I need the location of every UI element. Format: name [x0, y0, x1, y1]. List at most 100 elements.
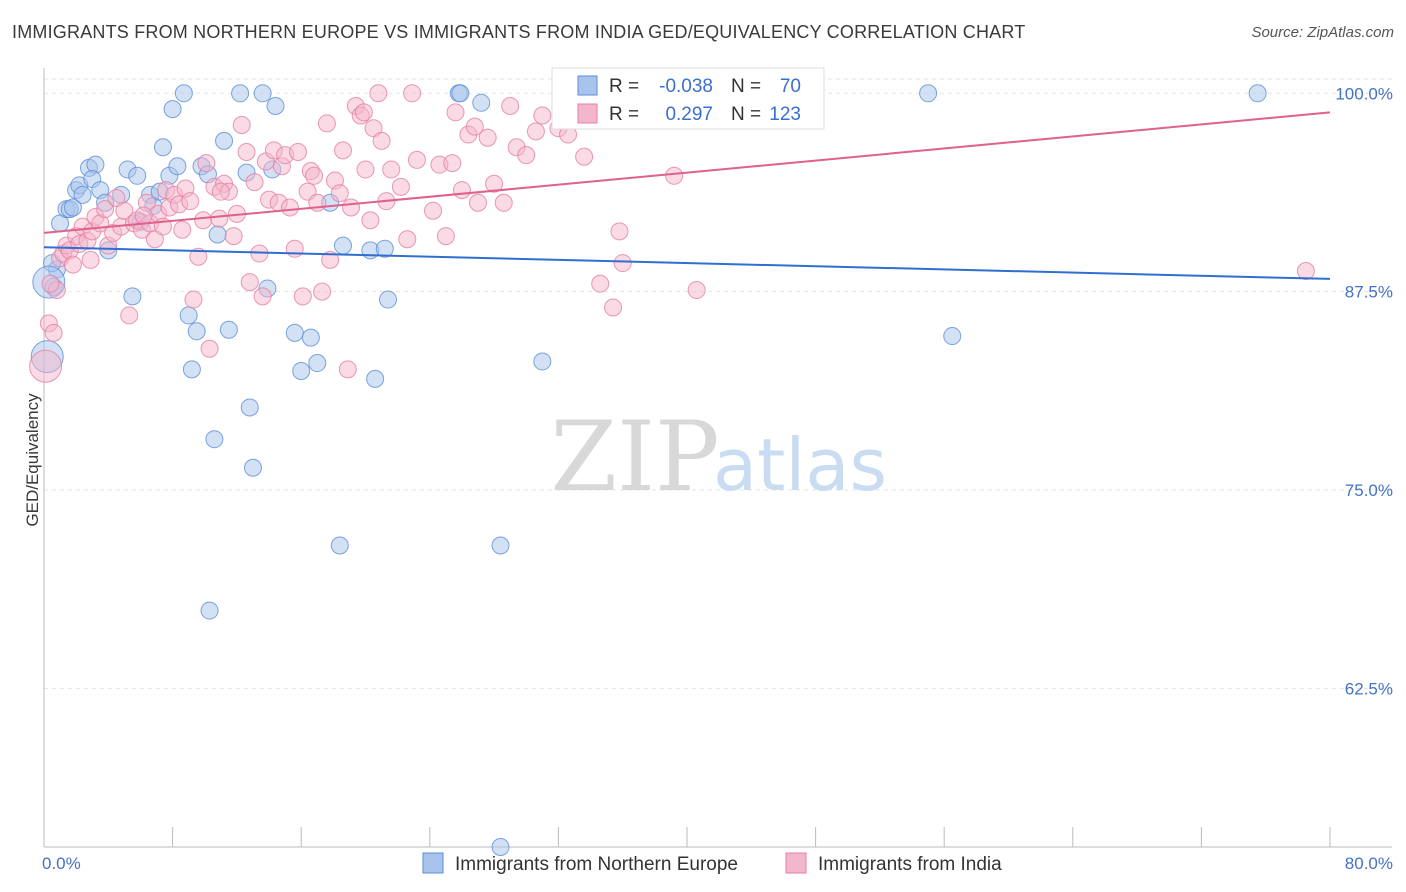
- point-s1-115: [41, 274, 60, 293]
- point-s1-86: [391, 177, 410, 196]
- point-s0-55: [366, 369, 385, 388]
- point-s0-47: [285, 323, 304, 342]
- y-tick-label-2: 87.5%: [1345, 283, 1393, 302]
- point-s1-85: [382, 160, 401, 179]
- point-s0-43: [253, 84, 272, 103]
- point-s0-41: [240, 398, 259, 417]
- point-s1-111: [613, 254, 632, 273]
- point-s0-46: [266, 96, 285, 115]
- point-s1-99: [494, 193, 513, 212]
- point-s1-114: [1296, 262, 1315, 280]
- watermark-zip: ZIP: [550, 401, 719, 513]
- point-s0-37: [215, 131, 234, 150]
- point-s1-38: [184, 290, 203, 309]
- point-s1-50: [237, 142, 256, 161]
- point-s0-56: [375, 239, 394, 258]
- legend-n-value-0: 70: [780, 76, 801, 97]
- point-s0-60: [472, 93, 491, 112]
- legend-n-label-1: N =: [731, 104, 761, 125]
- point-s0-50: [308, 354, 327, 373]
- point-s1-47: [224, 227, 243, 246]
- point-s1-61: [280, 198, 299, 217]
- point-s1-69: [313, 282, 332, 301]
- point-s0-61: [491, 536, 510, 555]
- trend-line-1: [43, 111, 1331, 234]
- point-s1-96: [469, 193, 488, 212]
- point-s0-9: [73, 185, 92, 204]
- trend-line-0: [43, 246, 1331, 280]
- legend-swatch-1: [577, 103, 598, 124]
- trend-lines: [43, 111, 1331, 280]
- point-s1-28: [145, 230, 164, 249]
- point-s0-39: [231, 84, 250, 103]
- point-s1-104: [533, 106, 552, 125]
- y-tick-label-0: 62.5%: [1345, 679, 1393, 698]
- legend-n-label-0: N =: [731, 76, 761, 97]
- point-s0-66: [943, 327, 962, 346]
- legend: R = -0.038 N = 70 R = 0.297 N = 123: [551, 67, 825, 130]
- point-s0-34: [200, 601, 219, 620]
- point-s1-74: [333, 141, 352, 160]
- point-s1-0: [29, 349, 63, 383]
- point-s1-64: [293, 287, 312, 306]
- point-s1-109: [604, 298, 623, 317]
- chart-title: IMMIGRANTS FROM NORTHERN EUROPE VS IMMIG…: [12, 22, 1026, 42]
- y-tick-labels: 62.5% 75.0% 87.5% 100.0%: [1335, 84, 1393, 698]
- point-s1-37: [181, 192, 200, 211]
- point-s1-82: [369, 84, 388, 103]
- point-s0-18: [123, 287, 142, 306]
- point-s1-118: [211, 182, 230, 201]
- point-s1-35: [173, 220, 192, 239]
- point-s0-65: [919, 84, 938, 103]
- bottom-legend-swatch-0: [422, 852, 444, 874]
- point-s1-103: [526, 122, 545, 141]
- scatter-points: [29, 84, 1315, 856]
- y-tick-label-1: 75.0%: [1345, 481, 1393, 500]
- point-s1-2: [44, 323, 63, 342]
- point-s1-121: [465, 117, 484, 136]
- point-s1-98: [485, 174, 504, 193]
- point-s1-88: [407, 150, 426, 169]
- point-s1-40: [194, 211, 213, 230]
- point-s1-76: [342, 198, 361, 217]
- point-s1-51: [240, 273, 259, 292]
- point-s1-75: [338, 360, 357, 379]
- point-s1-67: [305, 166, 324, 185]
- point-s1-19: [107, 189, 126, 208]
- axes: [43, 68, 1392, 848]
- point-s1-92: [443, 154, 462, 173]
- point-s1-22: [120, 306, 139, 325]
- point-s1-108: [591, 274, 610, 293]
- point-s0-30: [182, 360, 201, 379]
- point-s1-63: [288, 142, 307, 161]
- point-s0-63: [533, 352, 552, 371]
- y-axis-label: GED/Equivalency: [23, 393, 42, 527]
- point-s0-6: [63, 198, 82, 217]
- chart-source: Source: ZipAtlas.com: [1251, 24, 1394, 41]
- point-s1-83: [372, 131, 391, 150]
- point-s1-107: [575, 147, 594, 166]
- point-s0-26: [163, 100, 182, 119]
- watermark-atlas: atlas: [713, 423, 887, 507]
- legend-r-label-0: R =: [609, 76, 639, 97]
- point-s1-102: [517, 146, 536, 165]
- point-s0-49: [301, 328, 320, 347]
- bottom-legend: Immigrants from Northern Europe Immigrant…: [422, 852, 1002, 875]
- point-s0-24: [153, 138, 172, 157]
- zipatlas-watermark: ZIP atlas: [550, 401, 887, 513]
- point-s0-42: [243, 458, 262, 477]
- point-s0-28: [174, 84, 193, 103]
- point-s0-35: [205, 430, 224, 449]
- point-s1-89: [424, 201, 443, 220]
- point-s1-79: [356, 160, 375, 179]
- point-s1-93: [446, 103, 465, 122]
- point-s1-113: [687, 281, 706, 300]
- legend-swatch-0: [577, 75, 598, 96]
- point-s1-70: [317, 114, 336, 133]
- bottom-legend-swatch-1: [785, 852, 807, 874]
- point-s1-54: [253, 287, 272, 306]
- point-s1-71: [321, 250, 340, 269]
- point-s1-49: [232, 116, 251, 135]
- x-tick-label-0: 0.0%: [42, 854, 81, 873]
